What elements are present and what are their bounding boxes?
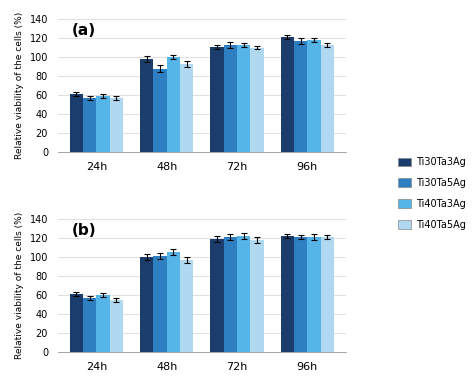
Bar — [154, 68, 167, 152]
Bar — [250, 240, 264, 352]
Bar — [83, 98, 96, 152]
Text: (b): (b) — [72, 223, 97, 238]
Bar — [210, 46, 224, 152]
Bar — [154, 256, 167, 352]
Bar — [294, 41, 307, 152]
Text: (a): (a) — [72, 23, 96, 38]
Bar — [140, 257, 154, 352]
Bar — [281, 37, 294, 152]
Bar — [83, 298, 96, 352]
Bar — [294, 237, 307, 352]
Bar — [140, 59, 154, 152]
Legend: Ti30Ta3Ag, Ti30Ta5Ag, Ti40Ta3Ag, Ti40Ta5Ag: Ti30Ta3Ag, Ti30Ta5Ag, Ti40Ta3Ag, Ti40Ta5… — [395, 154, 469, 233]
Bar — [224, 45, 237, 152]
Bar — [307, 237, 321, 352]
Bar — [167, 57, 180, 152]
Bar — [250, 48, 264, 152]
Y-axis label: Relative viability of the cells (%): Relative viability of the cells (%) — [15, 212, 24, 359]
Bar — [237, 236, 250, 352]
Bar — [180, 260, 193, 352]
Bar — [321, 237, 334, 352]
Bar — [237, 45, 250, 152]
Bar — [110, 300, 123, 352]
Bar — [96, 295, 110, 352]
Bar — [321, 45, 334, 152]
Bar — [210, 239, 224, 352]
Bar — [180, 64, 193, 152]
Bar — [70, 94, 83, 152]
Bar — [70, 294, 83, 352]
Bar — [96, 96, 110, 152]
Bar — [224, 237, 237, 352]
Bar — [281, 236, 294, 352]
Y-axis label: Relative viability of the cells (%): Relative viability of the cells (%) — [15, 12, 24, 159]
Bar — [110, 98, 123, 152]
Bar — [307, 40, 321, 152]
Bar — [167, 252, 180, 352]
